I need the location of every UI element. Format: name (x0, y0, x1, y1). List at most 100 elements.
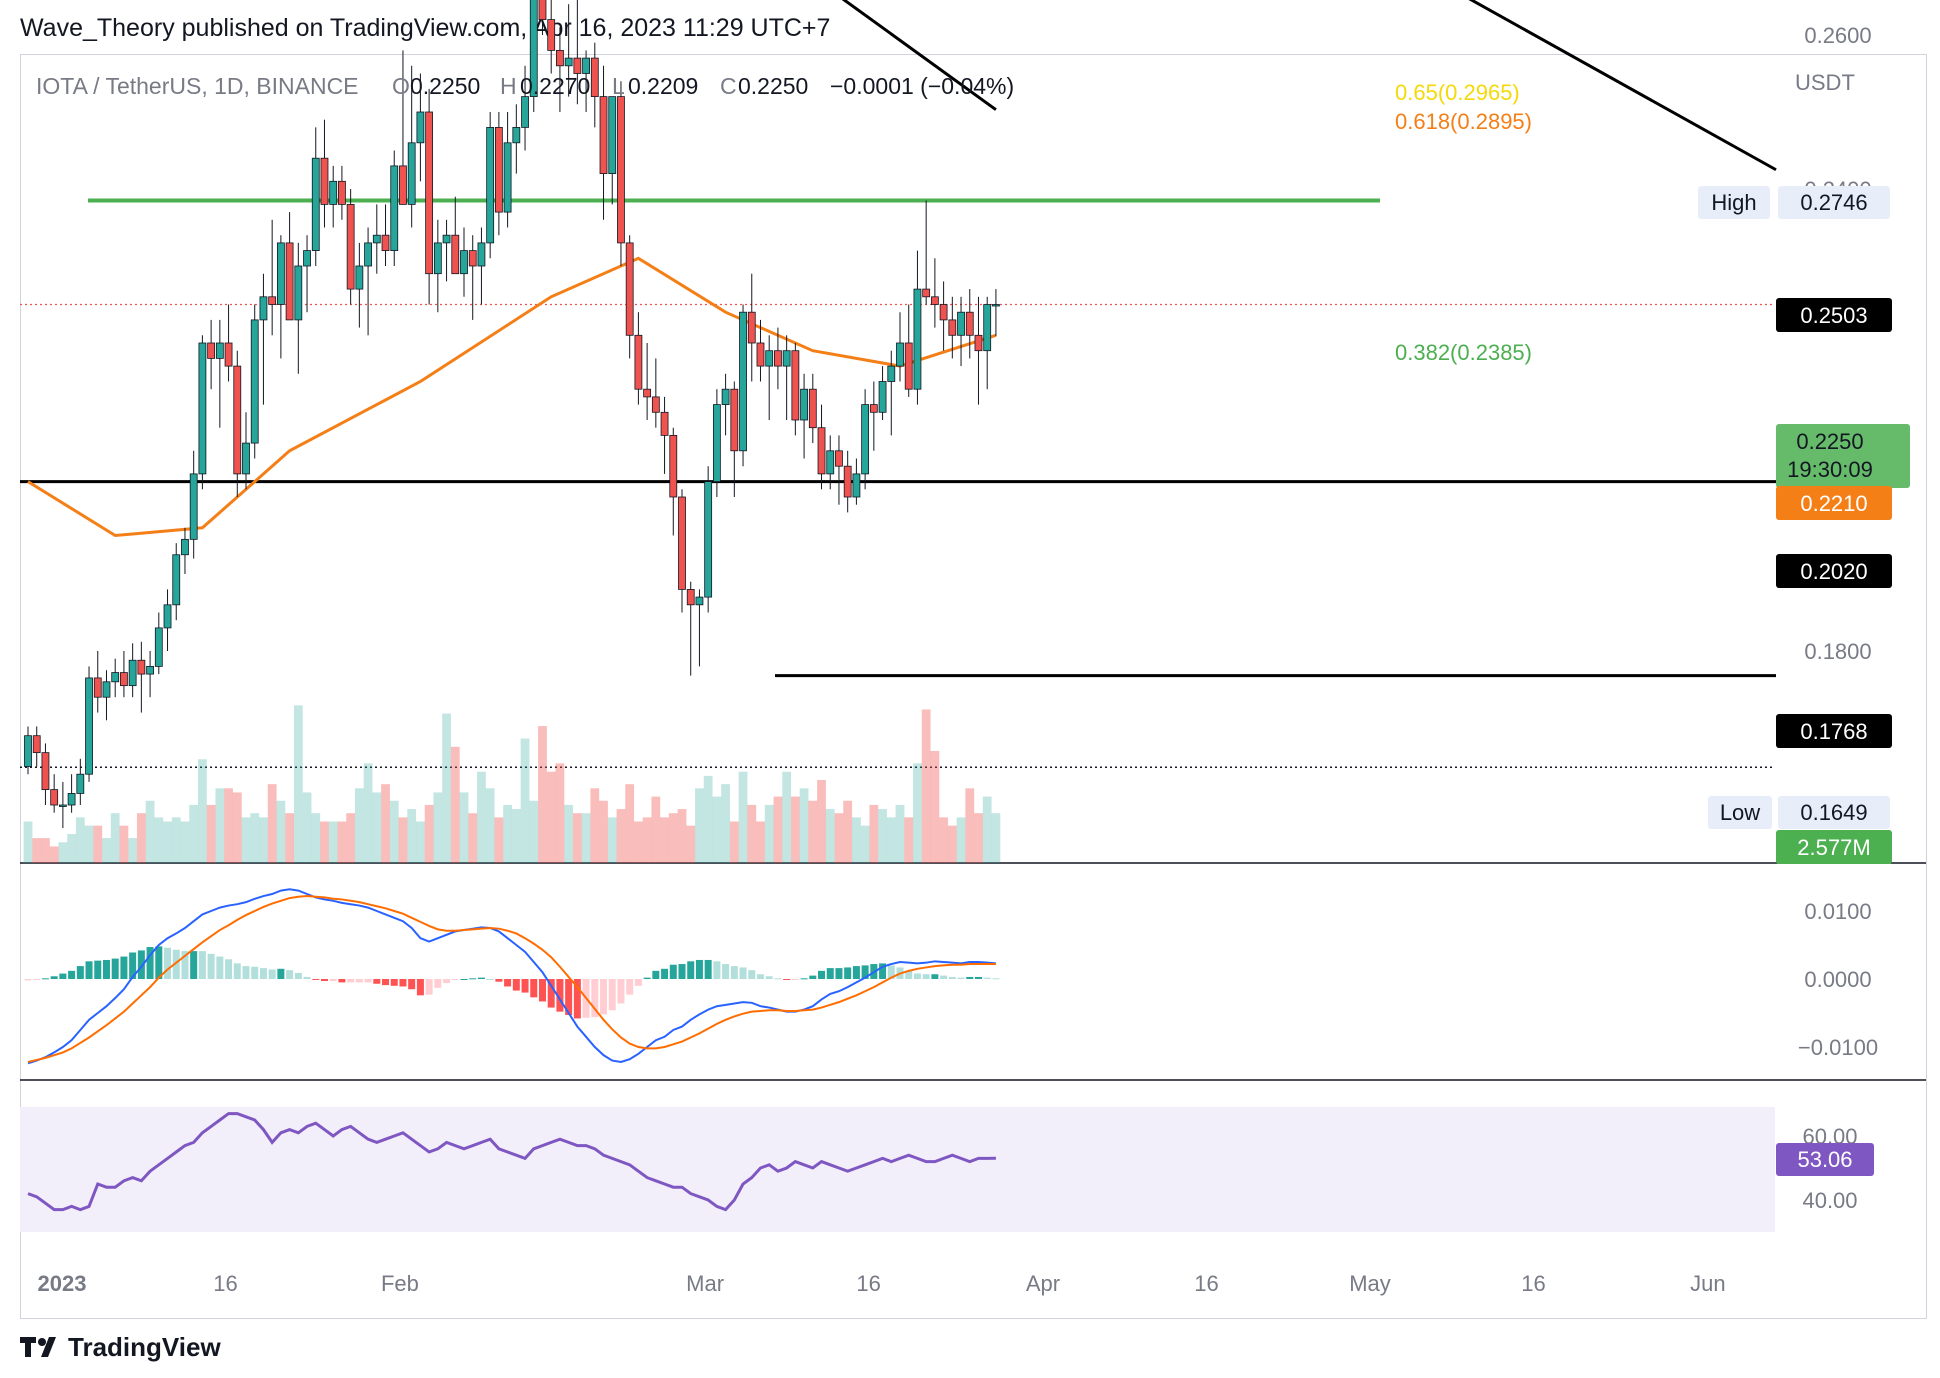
volume-bar (189, 804, 199, 863)
volume-bar (32, 838, 42, 863)
candle (137, 641, 146, 713)
time-tick: 16 (1194, 1271, 1218, 1296)
macd-histogram-bar (530, 979, 538, 998)
volume-bar (328, 821, 338, 863)
volume-bar (947, 825, 957, 863)
macd-histogram-bar (913, 973, 921, 979)
macd-histogram-bar (41, 978, 49, 980)
candle (372, 204, 381, 274)
legend-close: 0.2250 (738, 73, 808, 99)
volume-bar (756, 821, 765, 863)
candle (582, 50, 590, 112)
volume-bar (808, 800, 818, 863)
publisher-line: Wave_Theory published on TradingView.com… (20, 14, 831, 42)
macd-histogram-bar (129, 952, 137, 979)
volume-bar (599, 800, 608, 863)
macd-histogram-bar (443, 979, 451, 984)
volume-bar (302, 792, 312, 863)
volume-bar (241, 817, 251, 863)
macd-histogram-bar (111, 958, 119, 979)
candle (486, 112, 495, 259)
macd-histogram-bar (957, 977, 965, 979)
candle (651, 358, 660, 428)
macd-tick: 0.0000 (1804, 967, 1871, 992)
chart-frame[interactable] (20, 54, 1927, 1319)
macd-histogram-bar (565, 979, 573, 1016)
candle (58, 781, 67, 829)
svg-text:0.2503: 0.2503 (1800, 303, 1867, 328)
macd-histogram-bar (695, 959, 703, 979)
candle (76, 758, 85, 805)
candle (477, 227, 486, 305)
macd-histogram-bar (477, 977, 485, 979)
fib-382-label: 0.382(0.2385) (1395, 340, 1532, 365)
volume-bar (886, 817, 896, 863)
ma200-price-box: 0.2503 (1776, 298, 1892, 332)
candle (808, 373, 817, 444)
candle (817, 404, 826, 490)
volume-bar (389, 800, 399, 863)
macd-histogram-bar (181, 951, 189, 979)
time-tick: 16 (213, 1271, 237, 1296)
tradingview-logo[interactable]: TradingView (20, 1332, 221, 1363)
macd-histogram-bar (600, 979, 608, 1015)
macd-histogram-bar (617, 979, 625, 1004)
macd-histogram-bar (329, 979, 337, 982)
volume-bar (782, 771, 792, 863)
macd-histogram-bar (164, 947, 172, 979)
volume-bar (930, 750, 940, 863)
volume-bar (267, 784, 277, 863)
macd-histogram-bar (155, 946, 163, 979)
last-price-box: 0.2250 19:30:09 (1776, 424, 1910, 488)
candle (721, 373, 730, 436)
legend-close-label: C (720, 73, 737, 99)
macd-histogram-bar (399, 979, 407, 987)
volume-bar (93, 825, 103, 863)
volume-bar (520, 738, 530, 863)
volume-bar (354, 788, 364, 863)
candle (843, 450, 852, 513)
macd-histogram-bar (416, 979, 424, 996)
macd-histogram-bar (704, 959, 712, 979)
volume-bar (546, 771, 556, 863)
macd-histogram-bar (68, 970, 76, 979)
macd-histogram-bar (373, 979, 381, 984)
time-tick: 16 (1521, 1271, 1545, 1296)
candle (407, 65, 416, 228)
volume-bar (878, 809, 887, 863)
candle (965, 289, 974, 359)
volume-bar (232, 792, 242, 863)
bottom-price-box: 0.1768 (1776, 714, 1892, 748)
candle (835, 435, 843, 505)
volume-bar (555, 763, 565, 863)
volume-bar (695, 788, 704, 863)
candle (381, 204, 390, 266)
volume-bar (965, 788, 975, 863)
candle (896, 312, 904, 382)
legend-high: 0.2270 (520, 73, 590, 99)
candle (172, 543, 181, 621)
macd-histogram-bar (844, 967, 852, 979)
candle (573, 0, 582, 105)
candle (948, 296, 957, 359)
macd-histogram-bar (940, 975, 948, 979)
volume-bar (477, 771, 486, 863)
volume-bar (110, 813, 120, 863)
volume-bar (23, 821, 33, 863)
downtrend-line (1468, 0, 1777, 172)
currency-label: USDT (1795, 70, 1855, 95)
macd-histogram-bar (521, 979, 529, 993)
time-tick: Apr (1026, 1271, 1060, 1296)
legend-ohlc: O 0.2250 H 0.2270 L 0.2209 C 0.2250 −0.0… (392, 73, 1014, 99)
volume-bar (337, 821, 347, 863)
fib-65-label: 0.65(0.2965) (1395, 80, 1520, 105)
volume-bar (163, 821, 172, 863)
candle (608, 96, 617, 205)
price-tick: 0.1800 (1804, 639, 1871, 664)
legend-change: −0.0001 (−0.04%) (830, 73, 1014, 99)
candle (442, 219, 451, 282)
volume-bar (773, 796, 783, 863)
macd-histogram-bar (739, 967, 747, 979)
volume-bar (712, 796, 722, 863)
